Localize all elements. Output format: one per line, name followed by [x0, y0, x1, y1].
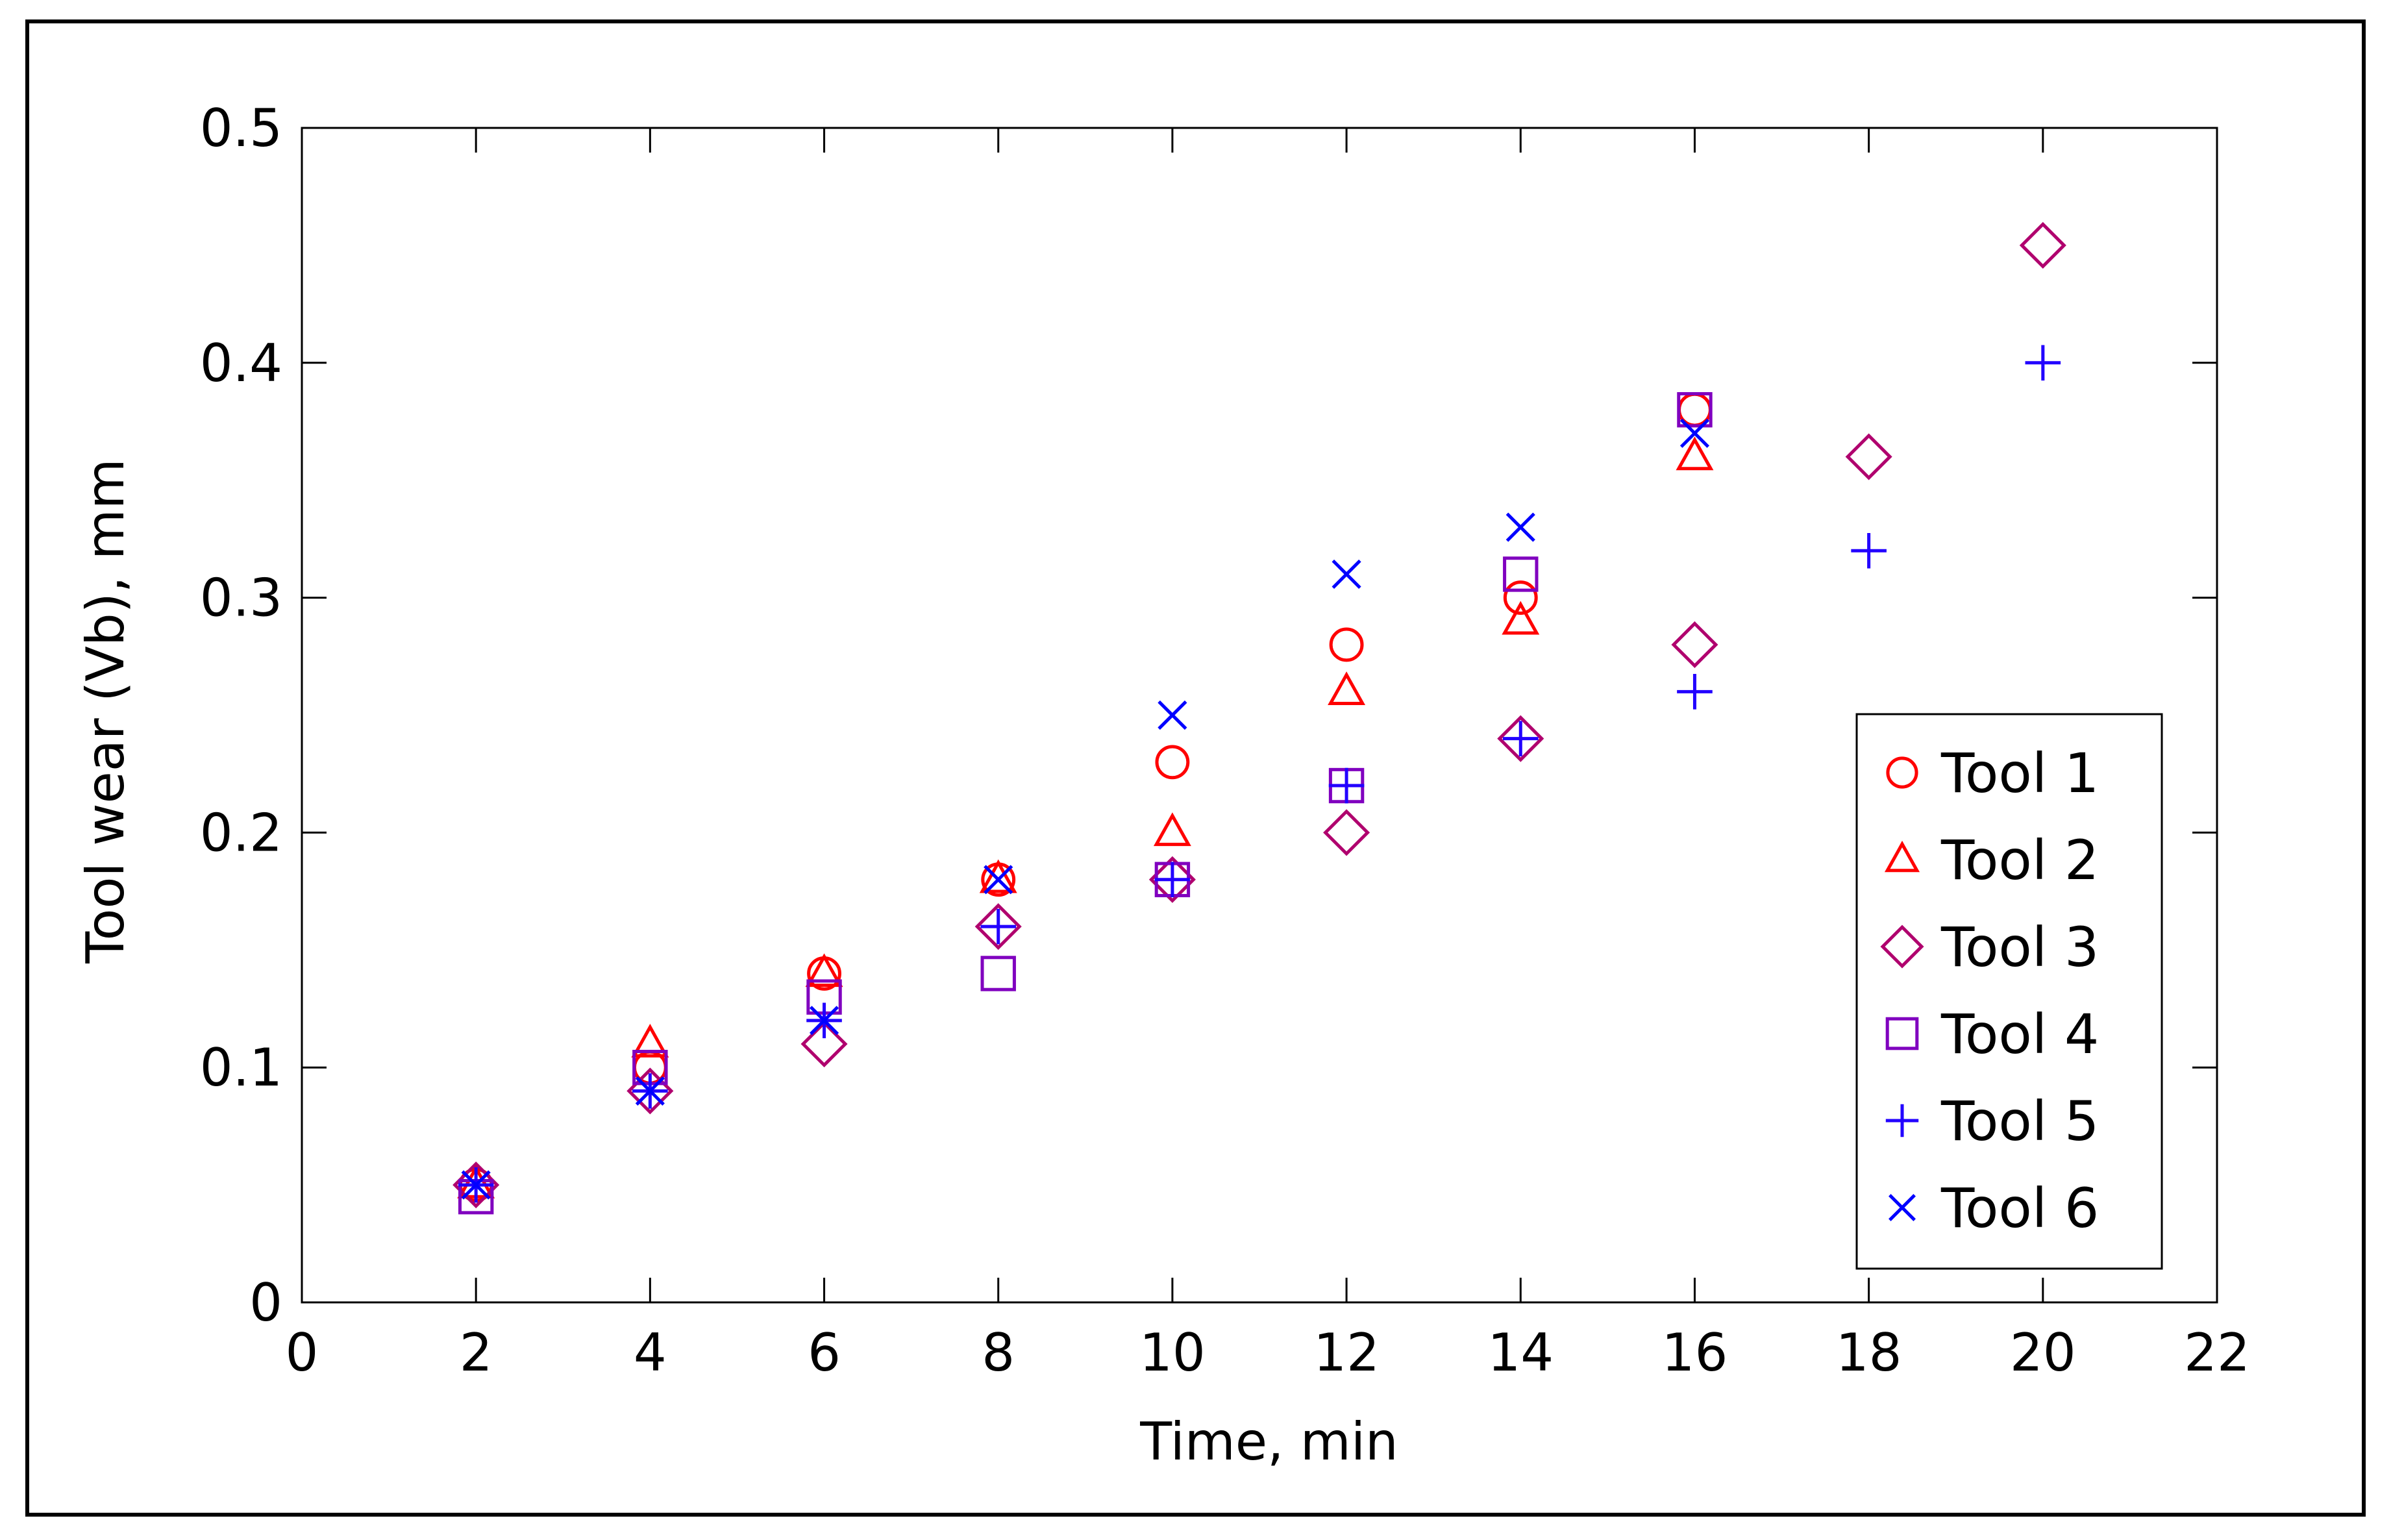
legend-marker — [1884, 840, 1920, 873]
y-tick-label: 0 — [249, 1273, 282, 1333]
data-point — [635, 1076, 665, 1106]
data-point — [809, 1006, 839, 1036]
legend-marker — [1880, 925, 1924, 969]
data-point — [2019, 221, 2066, 269]
data-point — [1503, 580, 1538, 615]
data-point — [980, 908, 1017, 945]
x-tick-label: 14 — [1487, 1323, 1554, 1383]
x-tick-label: 4 — [634, 1323, 667, 1383]
legend: Tool 1 Tool 2 Tool 3 Tool 4 Tool 5 Tool 6 — [1855, 713, 2163, 1270]
data-point — [979, 859, 1017, 893]
series-3 — [452, 221, 2066, 1209]
legend-label: Tool 3 — [1940, 915, 2099, 979]
data-point — [980, 956, 1016, 991]
y-tick-label: 0.4 — [200, 333, 282, 393]
data-point — [1332, 559, 1361, 589]
x-tick-label: 8 — [982, 1323, 1015, 1383]
legend-label: Tool 2 — [1940, 828, 2099, 892]
x-tick-label: 20 — [2010, 1323, 2076, 1383]
y-tick-label: 0.2 — [200, 802, 282, 863]
legend-marker — [1885, 1104, 1919, 1137]
x-tick-label: 10 — [1139, 1323, 1206, 1383]
x-axis-title: Time, min — [1139, 1411, 1398, 1472]
legend-label: Tool 5 — [1940, 1089, 2099, 1153]
data-point — [461, 1170, 491, 1200]
x-tick-label: 18 — [1836, 1323, 1902, 1383]
legend-box — [1855, 713, 2163, 1270]
data-point — [1845, 433, 1892, 480]
legend-label: Tool 4 — [1940, 1002, 2099, 1066]
data-point — [974, 903, 1022, 950]
x-tick-label: 16 — [1662, 1323, 1728, 1383]
x-tick-label: 12 — [1313, 1323, 1380, 1383]
data-point — [800, 1020, 848, 1068]
data-point — [1671, 621, 1718, 668]
data-point — [1679, 418, 1710, 448]
data-point — [1677, 391, 1713, 428]
legend-marker — [1886, 756, 1918, 789]
x-tick-label: 22 — [2184, 1323, 2250, 1383]
axes-box — [301, 127, 2218, 1304]
data-point — [1153, 812, 1191, 847]
y-tick-label: 0.1 — [200, 1037, 282, 1098]
data-point — [2025, 345, 2061, 381]
x-tick-label: 2 — [460, 1323, 493, 1383]
data-point — [1502, 721, 1539, 756]
y-tick-label: 0.5 — [200, 98, 282, 158]
legend-marker — [1885, 1017, 1919, 1050]
series-6 — [461, 418, 1710, 1200]
data-point — [452, 1161, 500, 1209]
y-tick-label: 0.3 — [200, 568, 282, 628]
data-point — [1154, 862, 1191, 898]
y-axis-title: Tool wear (Vb), mm — [75, 458, 136, 963]
data-point — [1505, 512, 1535, 542]
data-point — [1851, 532, 1887, 569]
data-point — [1503, 556, 1539, 592]
data-point — [1155, 745, 1190, 780]
data-point — [984, 865, 1013, 895]
data-point — [1323, 809, 1370, 856]
data-point — [1497, 715, 1544, 762]
data-point — [1677, 674, 1713, 710]
data-point — [1328, 671, 1366, 706]
data-point — [631, 1023, 669, 1058]
legend-label: Tool 1 — [1940, 741, 2099, 805]
legend-marker — [1889, 1194, 1916, 1221]
x-tick-label: 6 — [808, 1323, 841, 1383]
x-tick-label: 0 — [286, 1323, 319, 1383]
data-point — [1329, 627, 1364, 662]
data-point — [1502, 601, 1540, 635]
plot-area: 0 2 4 6 8 10 12 14 16 18 20 22 0 0.1 0.2 0.3 0.4 0.5 — [200, 98, 2250, 1383]
data-point — [1328, 767, 1365, 804]
series-2 — [457, 436, 1714, 1198]
data-point — [805, 953, 843, 987]
data-point — [1158, 700, 1187, 730]
data-point — [1148, 856, 1196, 903]
data-point — [1676, 436, 1714, 471]
legend-label: Tool 6 — [1940, 1176, 2099, 1240]
